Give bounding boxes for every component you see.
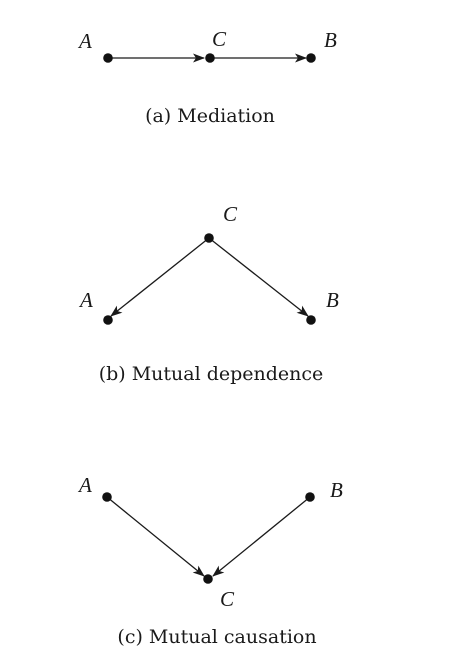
node-c-label: C xyxy=(212,27,227,51)
diagram-mediation: A C B (a) Mediation xyxy=(77,27,337,127)
node-a-dot xyxy=(102,492,112,502)
caption-mutual-dependence: (b) Mutual dependence xyxy=(99,363,324,385)
node-c-dot xyxy=(205,53,215,63)
node-a-label: A xyxy=(78,288,93,312)
node-c-dot xyxy=(204,233,214,243)
node-a-dot xyxy=(103,53,113,63)
node-b-dot xyxy=(306,53,316,63)
node-b-dot xyxy=(306,315,316,325)
edge-c-to-a xyxy=(110,237,210,317)
node-b-label: B xyxy=(326,288,339,312)
diagram-mutual-causation: A B C (c) Mutual causation xyxy=(77,473,343,648)
caption-mutual-causation: (c) Mutual causation xyxy=(117,626,316,648)
edge-a-to-c xyxy=(106,496,205,577)
node-b-label: B xyxy=(330,478,343,502)
edge-b-to-c xyxy=(212,496,311,577)
node-a-label: A xyxy=(77,473,92,497)
node-a-label: A xyxy=(77,29,92,53)
node-c-dot xyxy=(203,574,213,584)
node-a-dot xyxy=(103,315,113,325)
edge-c-to-b xyxy=(208,237,309,317)
caption-mediation: (a) Mediation xyxy=(145,105,275,127)
node-b-label: B xyxy=(324,28,337,52)
node-c-label: C xyxy=(223,202,238,226)
diagram-mutual-dependence: C A B (b) Mutual dependence xyxy=(78,202,339,385)
node-c-label: C xyxy=(220,587,235,611)
node-b-dot xyxy=(305,492,315,502)
